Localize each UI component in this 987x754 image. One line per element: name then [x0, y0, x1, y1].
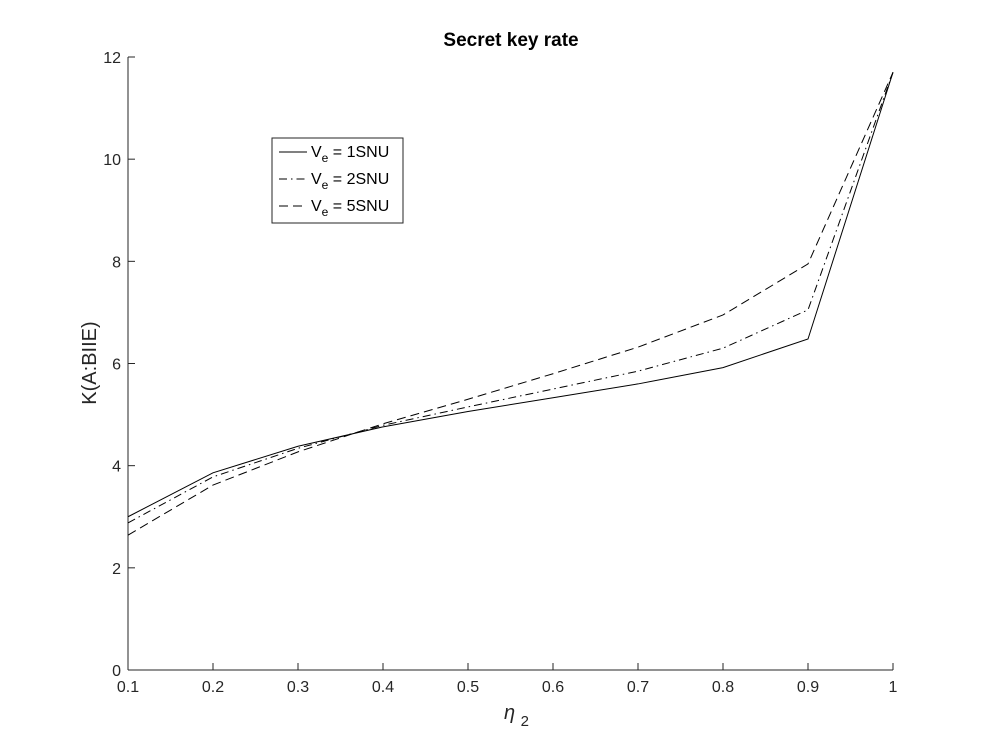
- x-axis-label: η 2: [504, 702, 529, 730]
- legend-label-main: V: [311, 144, 322, 161]
- series-group: [127, 72, 894, 536]
- legend-label-rest: = 2SNU: [328, 171, 389, 188]
- legend-label-rest: = 5SNU: [328, 198, 389, 215]
- y-tick-label: 6: [112, 357, 121, 374]
- y-tick-label: 2: [112, 561, 121, 578]
- chart-title: Secret key rate: [443, 30, 578, 51]
- y-tick-label: 12: [103, 50, 121, 67]
- series-line-1: [127, 72, 894, 518]
- legend-label-main: V: [311, 171, 322, 188]
- legend-label-1: Ve = 1SNU: [311, 144, 389, 165]
- series-line-2: [127, 72, 894, 524]
- legend-label-main: V: [311, 198, 322, 215]
- x-tick-label: 1: [889, 679, 898, 696]
- x-tick-label: 0.8: [712, 679, 734, 696]
- legend-label-rest: = 1SNU: [328, 144, 389, 161]
- x-tick-label: 0.7: [627, 679, 649, 696]
- x-axis-label-subscript: 2: [521, 713, 529, 730]
- y-ticks: 0 2 4 6 8 10 12: [103, 50, 135, 680]
- legend-label-3: Ve = 5SNU: [311, 198, 389, 219]
- y-tick-label: 4: [112, 459, 121, 476]
- y-tick-label: 10: [103, 152, 121, 169]
- x-ticks: 0.1 0.2 0.3 0.4 0.5 0.6 0.7 0.8 0.9 1: [117, 663, 898, 696]
- x-tick-label: 0.1: [117, 679, 139, 696]
- x-tick-label: 0.4: [372, 679, 394, 696]
- legend-label-sub: e: [322, 205, 329, 219]
- x-tick-label: 0.9: [797, 679, 819, 696]
- y-tick-label: 8: [112, 254, 121, 271]
- x-tick-label: 0.2: [202, 679, 224, 696]
- series-line-3: [127, 72, 894, 536]
- x-tick-label: 0.5: [457, 679, 479, 696]
- legend-label-sub: e: [322, 178, 329, 192]
- y-axis-label: K(A:BIIE): [79, 321, 101, 404]
- legend-label-sub: e: [322, 151, 329, 165]
- y-tick-label: 0: [112, 663, 121, 680]
- x-tick-label: 0.3: [287, 679, 309, 696]
- x-axis-label-symbol: η: [504, 702, 515, 724]
- legend-label-2: Ve = 2SNU: [311, 171, 389, 192]
- x-tick-label: 0.6: [542, 679, 564, 696]
